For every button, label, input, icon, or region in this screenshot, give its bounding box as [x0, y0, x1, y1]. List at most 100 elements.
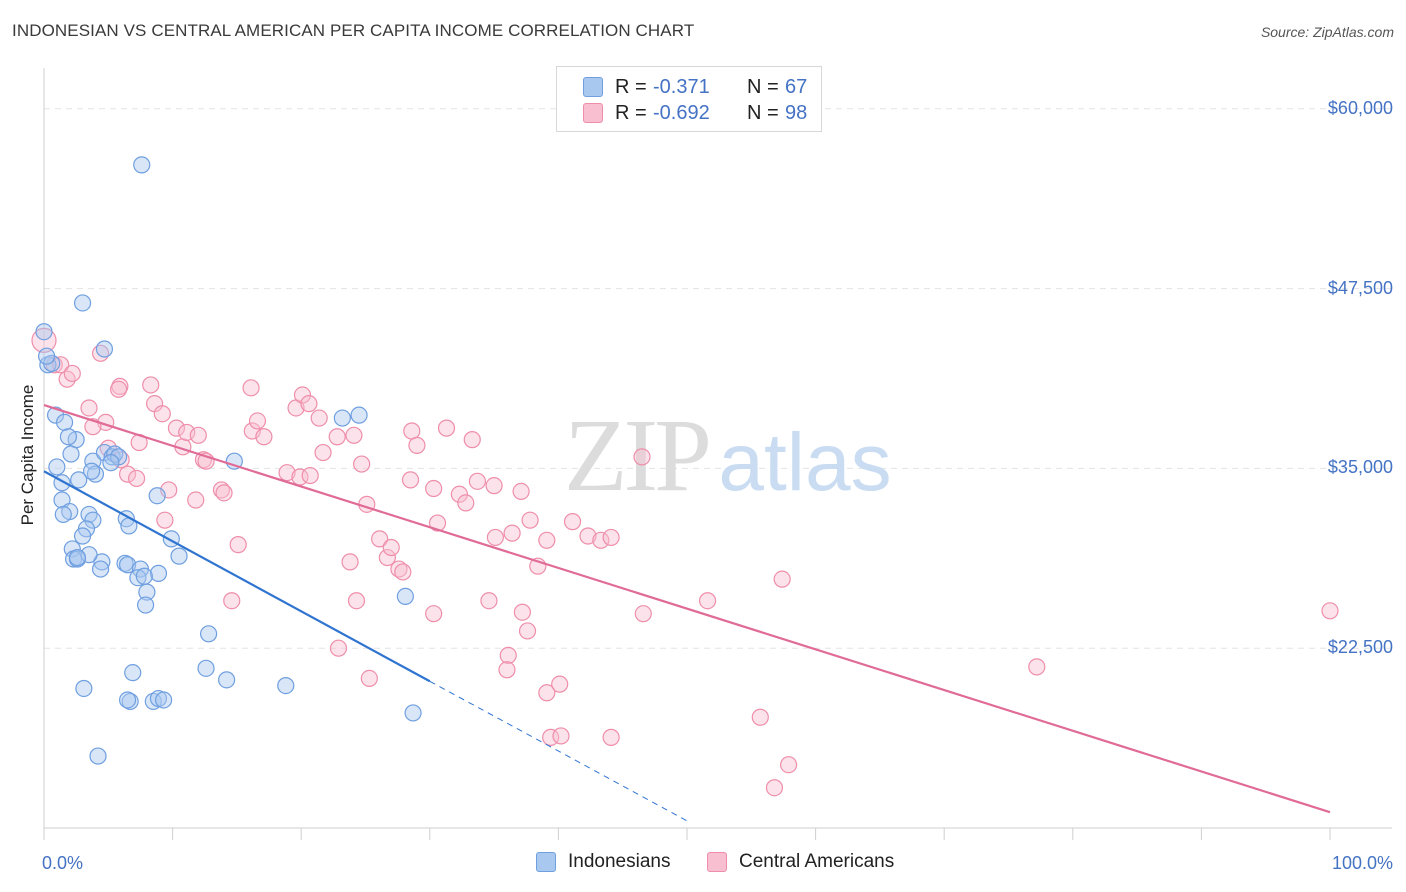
- central-american-point: [513, 603, 531, 621]
- indonesian-point: [37, 347, 56, 365]
- central-american-point: [592, 531, 610, 549]
- central-american-point: [633, 448, 651, 466]
- central-americans-points: [31, 327, 1339, 797]
- central-american-point: [428, 514, 447, 532]
- central-american-point: [394, 563, 412, 581]
- central-american-point: [229, 536, 247, 554]
- central-american-point: [215, 484, 233, 502]
- central-american-point: [408, 436, 426, 454]
- indonesian-point: [102, 454, 120, 472]
- central-american-point: [765, 779, 784, 797]
- indonesian-point: [93, 553, 111, 571]
- indonesian-point: [197, 659, 215, 677]
- central-american-point: [403, 422, 421, 440]
- central-american-point: [328, 428, 346, 446]
- indonesian-point: [118, 556, 137, 574]
- y-tick-label: $35,000: [1327, 457, 1393, 478]
- central-american-point: [499, 646, 517, 664]
- central-american-point: [450, 485, 468, 503]
- central-american-point: [773, 570, 791, 588]
- watermark-atlas: atlas: [718, 417, 891, 508]
- indonesian-point: [70, 471, 88, 489]
- central-american-point: [63, 364, 81, 383]
- central-american-point: [127, 469, 146, 488]
- central-american-point: [109, 380, 128, 398]
- indonesian-point: [135, 567, 153, 585]
- central-american-point: [521, 511, 539, 529]
- grid-lines: [44, 108, 1392, 649]
- legend-label-indonesians: Indonesians: [568, 851, 671, 872]
- central-american-point: [1321, 602, 1339, 620]
- indonesian-point: [218, 671, 236, 689]
- x-tick-label-min: 0.0%: [42, 853, 84, 873]
- central-american-point: [634, 605, 652, 623]
- central-american-point: [382, 538, 400, 557]
- legend-item-indonesians[interactable]: Indonesians: [536, 851, 670, 873]
- legend-item-central-americans[interactable]: Central Americans: [707, 851, 894, 873]
- legend-r-value: -0.371: [653, 75, 710, 98]
- watermark-zip: ZIP: [564, 398, 708, 513]
- indonesian-point: [148, 487, 166, 505]
- indonesians-trendline-extension: [429, 680, 688, 822]
- central-american-point: [518, 622, 537, 640]
- central-american-point: [347, 592, 366, 610]
- central-americans-trendline: [43, 404, 1331, 814]
- indonesian-point: [170, 547, 188, 565]
- central-american-point: [437, 419, 456, 437]
- central-american-point: [1028, 658, 1046, 676]
- central-american-point: [552, 727, 570, 745]
- indonesian-point: [154, 691, 173, 709]
- legend-n-value: 98: [785, 101, 808, 124]
- legend-label-central-americans: Central Americans: [739, 851, 895, 872]
- central-american-point: [242, 379, 260, 397]
- central-american-point: [167, 419, 186, 437]
- indonesian-point: [118, 691, 137, 709]
- indonesian-point: [68, 548, 87, 567]
- indonesian-point: [82, 462, 101, 480]
- y-axis-label: Per Capita Income: [18, 384, 37, 526]
- central-american-point: [751, 708, 769, 726]
- central-american-point: [156, 511, 174, 529]
- legend-swatch-pink: [583, 103, 603, 123]
- central-american-point: [512, 482, 530, 500]
- axes: [43, 68, 1392, 840]
- central-american-point: [401, 471, 420, 489]
- indonesian-point: [200, 625, 218, 643]
- indonesians-trendline: [43, 470, 431, 683]
- indonesian-point: [89, 747, 107, 765]
- indonesian-point: [149, 564, 168, 582]
- central-american-point: [480, 592, 498, 610]
- central-american-point: [52, 356, 70, 374]
- x-tick-label-max: 100.0%: [1331, 853, 1393, 873]
- indonesian-point: [73, 527, 92, 545]
- central-american-point: [223, 592, 241, 610]
- central-american-point: [425, 605, 443, 623]
- central-american-point: [468, 472, 486, 490]
- legend-swatch-blue: [583, 77, 603, 97]
- indonesian-point: [75, 679, 93, 698]
- central-american-point: [345, 426, 363, 444]
- indonesian-point: [133, 156, 151, 174]
- central-american-point: [698, 592, 717, 610]
- indonesian-point: [73, 294, 92, 312]
- legend-n-value: 67: [785, 75, 808, 98]
- indonesian-point: [84, 511, 102, 529]
- central-american-point: [329, 639, 348, 657]
- legend-r-value: -0.692: [653, 101, 710, 124]
- central-american-point: [378, 548, 396, 567]
- correlation-legend: R = -0.371 N = 67 R = -0.692 N = 98: [556, 66, 822, 132]
- central-american-point: [111, 377, 129, 395]
- central-american-point: [538, 531, 556, 549]
- central-american-point: [118, 465, 137, 483]
- central-american-point: [503, 524, 521, 542]
- indonesian-point: [48, 458, 66, 476]
- central-american-point: [498, 661, 516, 679]
- central-american-point: [153, 405, 171, 423]
- legend-n-label: N =: [747, 75, 779, 98]
- central-american-point: [425, 479, 443, 498]
- indonesian-point: [350, 406, 368, 424]
- central-american-point: [80, 399, 98, 417]
- central-american-point: [463, 431, 481, 449]
- central-american-point: [187, 491, 205, 509]
